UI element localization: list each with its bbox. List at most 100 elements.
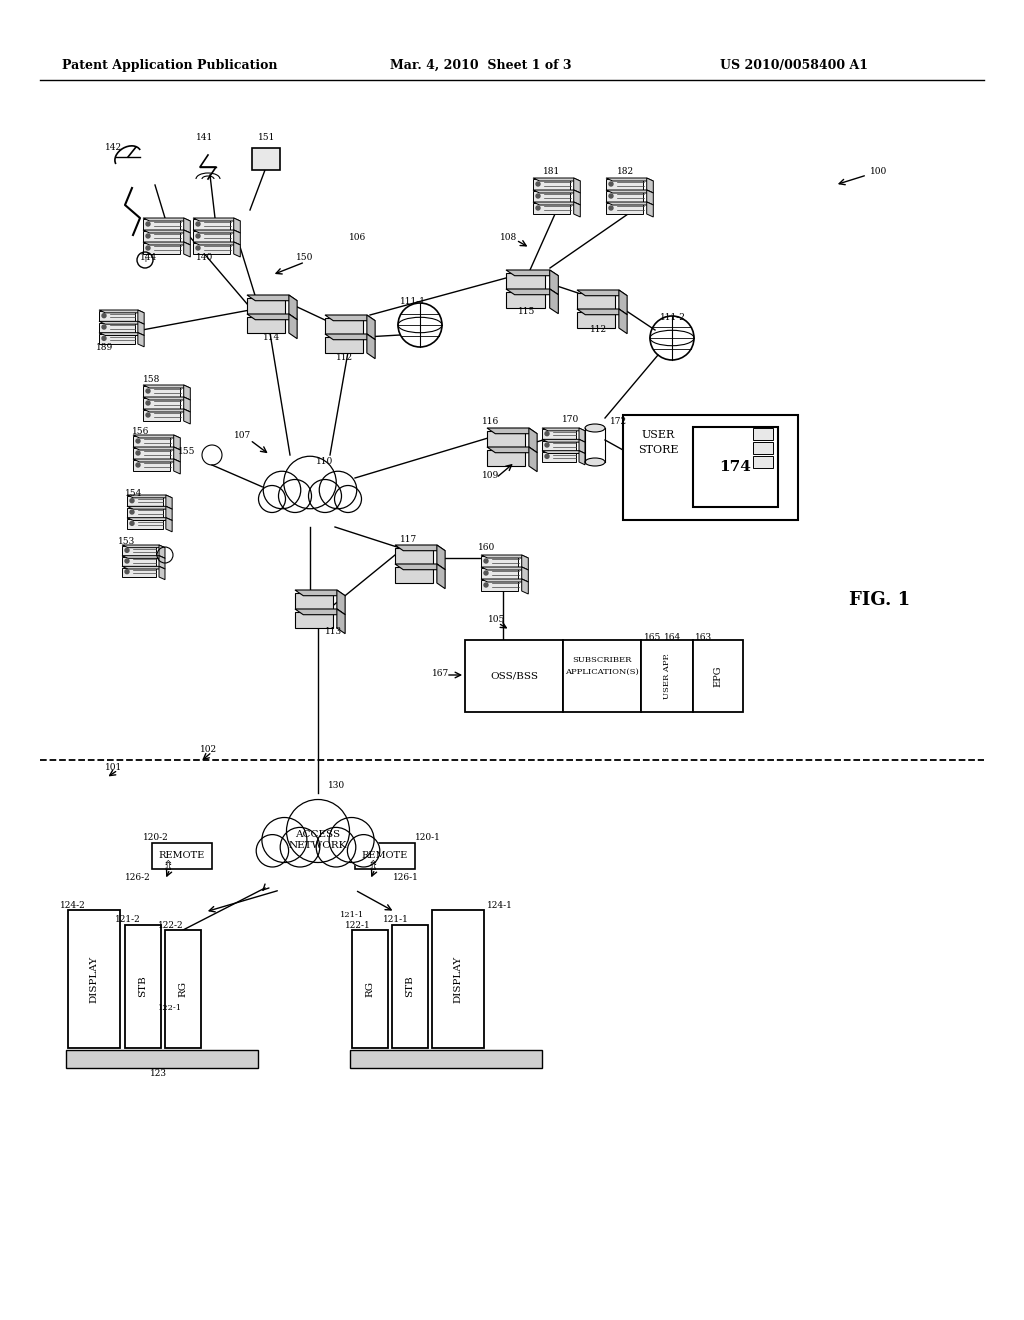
- FancyBboxPatch shape: [606, 180, 643, 190]
- Circle shape: [335, 486, 361, 512]
- FancyBboxPatch shape: [355, 843, 415, 869]
- FancyBboxPatch shape: [577, 312, 614, 327]
- Text: 141: 141: [196, 132, 213, 141]
- Polygon shape: [138, 333, 144, 347]
- Polygon shape: [542, 440, 585, 442]
- Text: 123: 123: [150, 1068, 167, 1077]
- Text: 112: 112: [336, 352, 353, 362]
- Polygon shape: [143, 385, 190, 388]
- Text: USER: USER: [641, 430, 675, 440]
- Polygon shape: [193, 242, 241, 246]
- Polygon shape: [122, 545, 165, 548]
- Circle shape: [281, 828, 319, 867]
- Text: 100: 100: [870, 168, 887, 177]
- Polygon shape: [122, 566, 165, 569]
- Circle shape: [146, 413, 150, 417]
- FancyBboxPatch shape: [247, 317, 285, 333]
- Circle shape: [536, 206, 540, 210]
- Polygon shape: [573, 202, 581, 216]
- FancyBboxPatch shape: [606, 203, 643, 214]
- Polygon shape: [174, 459, 180, 474]
- Text: 102: 102: [200, 746, 217, 755]
- Circle shape: [319, 471, 356, 508]
- Polygon shape: [166, 517, 172, 532]
- FancyBboxPatch shape: [193, 243, 230, 253]
- FancyBboxPatch shape: [350, 1049, 542, 1068]
- Polygon shape: [618, 309, 627, 334]
- Circle shape: [130, 510, 134, 513]
- Text: 126-1: 126-1: [393, 874, 419, 883]
- Polygon shape: [325, 334, 375, 339]
- Text: 121-1: 121-1: [383, 916, 409, 924]
- Polygon shape: [247, 294, 297, 301]
- Text: 165: 165: [644, 632, 662, 642]
- FancyBboxPatch shape: [395, 548, 433, 564]
- FancyBboxPatch shape: [481, 569, 518, 579]
- FancyBboxPatch shape: [753, 455, 773, 469]
- Text: 122-1: 122-1: [158, 1005, 182, 1012]
- FancyBboxPatch shape: [133, 437, 170, 447]
- Ellipse shape: [585, 458, 605, 466]
- Polygon shape: [133, 447, 180, 450]
- Polygon shape: [143, 218, 190, 220]
- Polygon shape: [289, 314, 297, 339]
- Polygon shape: [166, 507, 172, 520]
- FancyBboxPatch shape: [623, 414, 798, 520]
- Text: DISPLAY: DISPLAY: [454, 956, 463, 1003]
- Polygon shape: [534, 202, 581, 205]
- Text: 116: 116: [482, 417, 500, 426]
- Polygon shape: [481, 579, 528, 582]
- Text: 130: 130: [328, 780, 345, 789]
- Text: USER APP.: USER APP.: [663, 653, 671, 700]
- Polygon shape: [159, 556, 165, 569]
- Circle shape: [258, 486, 286, 512]
- Text: 167: 167: [432, 668, 450, 677]
- FancyBboxPatch shape: [481, 581, 518, 591]
- Polygon shape: [143, 242, 190, 246]
- Text: REMOTE: REMOTE: [361, 851, 409, 861]
- Text: 121-1: 121-1: [340, 911, 365, 919]
- Polygon shape: [367, 315, 375, 339]
- Text: 113: 113: [325, 627, 342, 636]
- Polygon shape: [166, 495, 172, 510]
- Polygon shape: [647, 202, 653, 216]
- Circle shape: [130, 521, 134, 525]
- Polygon shape: [174, 436, 180, 450]
- Polygon shape: [143, 409, 190, 412]
- Text: 170: 170: [562, 416, 580, 425]
- Text: 189: 189: [96, 343, 114, 352]
- Polygon shape: [183, 230, 190, 246]
- FancyBboxPatch shape: [542, 429, 575, 440]
- Polygon shape: [138, 310, 144, 325]
- Circle shape: [347, 834, 380, 867]
- Circle shape: [102, 337, 106, 341]
- Text: RG: RG: [178, 981, 187, 997]
- Text: 111-1: 111-1: [400, 297, 426, 306]
- Polygon shape: [550, 271, 558, 294]
- Text: SUBSCRIBER: SUBSCRIBER: [572, 656, 632, 664]
- FancyBboxPatch shape: [577, 293, 614, 309]
- Polygon shape: [577, 309, 627, 314]
- Polygon shape: [183, 242, 190, 257]
- FancyBboxPatch shape: [487, 430, 524, 447]
- Polygon shape: [542, 450, 585, 454]
- Text: 124-1: 124-1: [487, 900, 513, 909]
- Text: ACCESS
NETWORK: ACCESS NETWORK: [289, 830, 347, 850]
- Polygon shape: [174, 447, 180, 462]
- FancyBboxPatch shape: [534, 191, 570, 202]
- Circle shape: [484, 572, 488, 576]
- Polygon shape: [534, 178, 581, 181]
- Text: 155: 155: [178, 447, 196, 457]
- Polygon shape: [606, 190, 653, 193]
- Polygon shape: [122, 556, 165, 558]
- Polygon shape: [233, 242, 241, 257]
- Circle shape: [256, 834, 289, 867]
- Text: 122-2: 122-2: [158, 920, 183, 929]
- Circle shape: [136, 440, 140, 444]
- FancyBboxPatch shape: [99, 334, 135, 345]
- Circle shape: [130, 499, 134, 503]
- Circle shape: [609, 206, 613, 210]
- FancyBboxPatch shape: [753, 442, 773, 454]
- Polygon shape: [143, 397, 190, 400]
- Text: 140: 140: [196, 253, 213, 263]
